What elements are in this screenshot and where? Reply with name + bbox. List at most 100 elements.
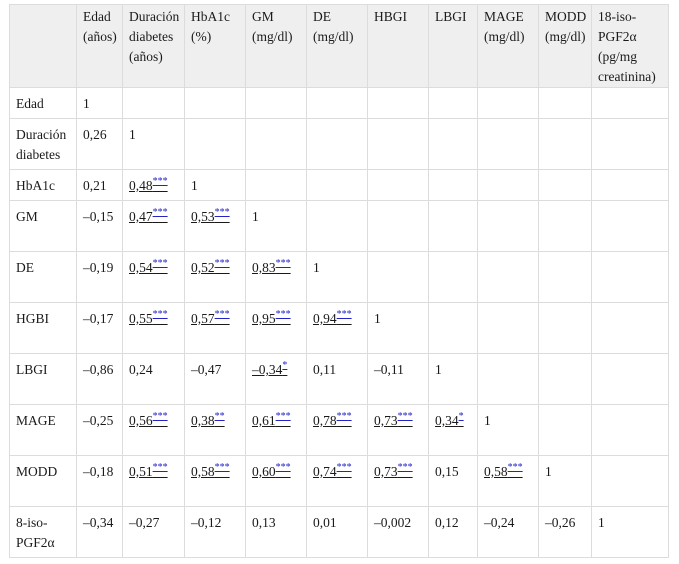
significance-marker[interactable]: *** xyxy=(152,207,168,218)
cell-value-wrap: 1 xyxy=(435,362,442,377)
table-cell: 1 xyxy=(122,118,185,170)
cell-value-wrap: 0,83*** xyxy=(252,258,291,276)
correlation-value: 0,13 xyxy=(252,515,276,530)
table-cell: 1 xyxy=(76,87,123,119)
correlation-value: –0,19 xyxy=(83,260,114,275)
header-row: Edad (años) Duración diabetes (años) HbA… xyxy=(9,4,669,88)
table-cell xyxy=(184,87,246,119)
significance-marker[interactable]: *** xyxy=(275,411,291,422)
table-cell xyxy=(367,169,429,201)
significance-marker[interactable]: *** xyxy=(214,258,230,269)
table-cell: 0,60*** xyxy=(245,455,307,507)
cell-value-wrap: 0,78*** xyxy=(313,411,352,429)
table-cell: 0,56*** xyxy=(122,404,185,456)
correlation-value: –0,17 xyxy=(83,311,114,326)
table-cell xyxy=(306,118,368,170)
correlation-value: 1 xyxy=(191,178,198,193)
table-cell xyxy=(591,455,669,507)
correlation-value: 0,01 xyxy=(313,515,337,530)
table-cell xyxy=(428,169,478,201)
correlation-value: 1 xyxy=(252,209,259,224)
table-cell: 0,58*** xyxy=(184,455,246,507)
table-row: 8-iso-PGF2α –0,34 –0,27 –0,12 0,13 0,01 –0,002… xyxy=(9,506,669,558)
cell-value-wrap: 0,47*** xyxy=(129,207,168,225)
table-cell: –0,47 xyxy=(184,353,246,405)
table-cell: –0,17 xyxy=(76,302,123,354)
table-cell: –0,25 xyxy=(76,404,123,456)
table-row: GM –0,15 0,47*** 0,53*** 1 xyxy=(9,200,669,252)
significance-marker[interactable]: *** xyxy=(275,258,291,269)
significance-marker[interactable]: *** xyxy=(397,462,413,473)
table-cell xyxy=(538,200,592,252)
header-cell xyxy=(9,4,77,88)
header-cell: MODD (mg/dl) xyxy=(538,4,592,88)
table-cell: –0,12 xyxy=(184,506,246,558)
table-cell: 0,11 xyxy=(306,353,368,405)
table-cell: 0,52*** xyxy=(184,251,246,303)
significance-marker[interactable]: *** xyxy=(152,309,168,320)
header-cell: HBGI xyxy=(367,4,429,88)
table-cell xyxy=(306,169,368,201)
table-cell xyxy=(428,87,478,119)
significance-marker[interactable]: *** xyxy=(152,176,168,187)
cell-value-wrap: 0,48*** xyxy=(129,176,168,194)
cell-value-wrap: 0,52*** xyxy=(191,258,230,276)
table-cell: 1 xyxy=(245,200,307,252)
table-cell: 0,51*** xyxy=(122,455,185,507)
significance-marker[interactable]: ** xyxy=(214,411,225,422)
table-row: DE –0,19 0,54*** 0,52*** 0,83*** 1 xyxy=(9,251,669,303)
cell-value-wrap: 0,58*** xyxy=(484,462,523,480)
row-label: LBGI xyxy=(9,353,77,405)
table-row: MODD –0,18 0,51*** 0,58*** 0,60*** 0,74*** 0,7… xyxy=(9,455,669,507)
correlation-value: –0,86 xyxy=(83,362,114,377)
cell-value-wrap: –0,27 xyxy=(129,515,159,530)
significance-marker[interactable]: *** xyxy=(275,309,291,320)
correlation-value: 0,73 xyxy=(374,413,398,428)
significance-marker[interactable]: *** xyxy=(152,258,168,269)
table-cell: 0,12 xyxy=(428,506,478,558)
table-row: HbA1c 0,21 0,48*** 1 xyxy=(9,169,669,201)
table-cell xyxy=(245,87,307,119)
significance-marker[interactable]: *** xyxy=(214,309,230,320)
table-cell xyxy=(591,302,669,354)
cell-value-wrap: 0,58*** xyxy=(191,462,230,480)
significance-marker[interactable]: *** xyxy=(152,411,168,422)
significance-marker[interactable]: *** xyxy=(152,462,168,473)
cell-value-wrap: 1 xyxy=(191,178,198,193)
cell-value-wrap: 1 xyxy=(484,413,491,428)
table-cell: 0,47*** xyxy=(122,200,185,252)
table-cell xyxy=(477,302,539,354)
cell-value-wrap: 0,51*** xyxy=(129,462,168,480)
significance-marker[interactable]: *** xyxy=(214,462,230,473)
significance-marker[interactable]: *** xyxy=(336,462,352,473)
cell-value-wrap: 0,94*** xyxy=(313,309,352,327)
correlation-value: 0,24 xyxy=(129,362,153,377)
significance-marker[interactable]: *** xyxy=(336,411,352,422)
table-cell xyxy=(428,200,478,252)
significance-marker[interactable]: *** xyxy=(507,462,523,473)
table-cell: 0,57*** xyxy=(184,302,246,354)
header-cell: HbA1c (%) xyxy=(184,4,246,88)
table-cell: 1 xyxy=(306,251,368,303)
header-cell: LBGI xyxy=(428,4,478,88)
significance-marker[interactable]: *** xyxy=(214,207,230,218)
significance-marker[interactable]: * xyxy=(282,360,288,371)
header-cell: MAGE (mg/dl) xyxy=(477,4,539,88)
cell-value-wrap: 0,60*** xyxy=(252,462,291,480)
significance-marker[interactable]: *** xyxy=(336,309,352,320)
cell-value-wrap: 0,15 xyxy=(435,464,459,479)
significance-marker[interactable]: *** xyxy=(397,411,413,422)
significance-marker[interactable]: *** xyxy=(275,462,291,473)
table-row: LBGI –0,86 0,24 –0,47 –0,34* 0,11 –0,11 1 xyxy=(9,353,669,405)
correlation-value: –0,34 xyxy=(83,515,114,530)
table-cell: 0,94*** xyxy=(306,302,368,354)
cell-value-wrap: 0,95*** xyxy=(252,309,291,327)
header-cell: Duración diabetes (años) xyxy=(122,4,185,88)
cell-value-wrap: 0,38** xyxy=(191,411,225,429)
significance-marker[interactable]: * xyxy=(458,411,464,422)
table-cell: 0,13 xyxy=(245,506,307,558)
table-cell: 0,83*** xyxy=(245,251,307,303)
correlation-value: 0,12 xyxy=(435,515,459,530)
table-cell xyxy=(538,169,592,201)
table-cell: 0,73*** xyxy=(367,404,429,456)
